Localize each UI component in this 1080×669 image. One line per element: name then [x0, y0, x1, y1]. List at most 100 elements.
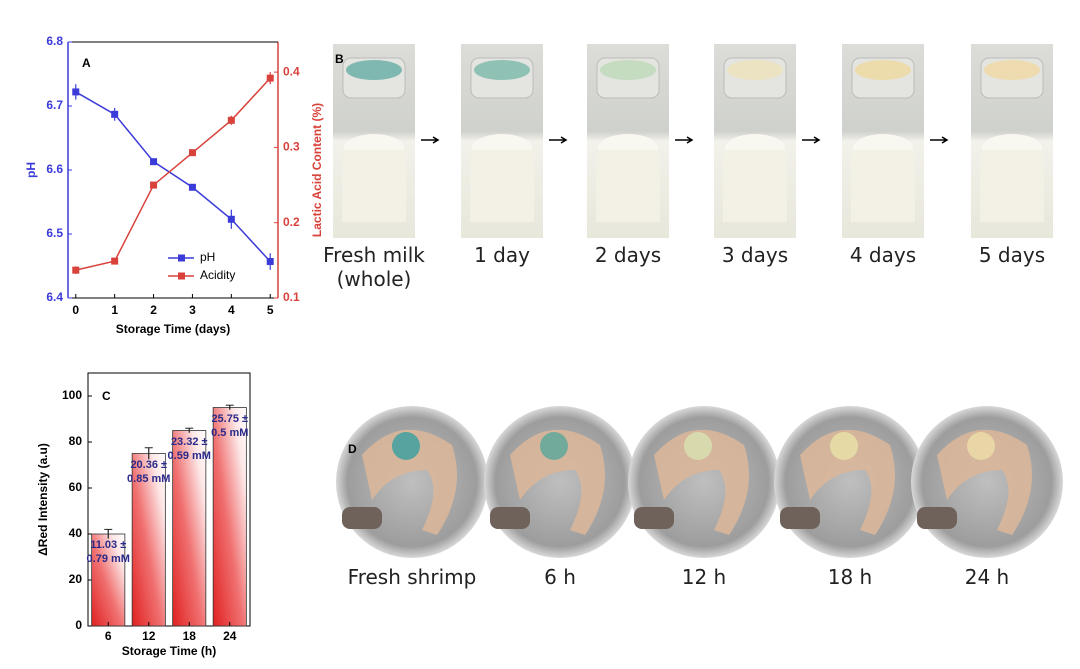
shrimp-tail [780, 507, 820, 529]
series-line [75, 91, 271, 263]
marker [111, 110, 119, 118]
indicator-disc [600, 60, 656, 80]
y-axis-title: ΔRed Intensity (a.u) [36, 443, 50, 556]
value-label: 20.36 ± 0.85 mM [127, 458, 171, 485]
photo-caption: 5 days [978, 243, 1046, 267]
photo-caption: 12 h [681, 565, 727, 589]
milk [342, 150, 406, 222]
indicator-disc [346, 60, 402, 80]
bar [91, 533, 126, 627]
photo-caption: 4 days [849, 243, 917, 267]
legend-marker [178, 254, 185, 262]
x-tick-label: 4 [228, 303, 235, 317]
photo [628, 406, 780, 558]
x-tick-label: 0 [72, 303, 79, 317]
arrow [675, 136, 694, 144]
x-axis-title: Storage Time (h) [122, 644, 216, 658]
marker [266, 258, 274, 266]
y-tick-label: 0 [75, 618, 82, 632]
marker [72, 88, 80, 96]
indicator-disc [474, 60, 530, 80]
marker [266, 74, 274, 82]
y2-tick-label: 0.1 [283, 290, 300, 304]
panel-label: A [82, 56, 91, 70]
photo-caption: 18 h [827, 565, 873, 589]
y-axis-title: pH [24, 162, 38, 178]
indicator-disc [540, 432, 568, 460]
y-tick-label: 6.6 [46, 162, 63, 176]
x-tick-label: 2 [150, 303, 157, 317]
panel-label: B [335, 52, 344, 66]
milk [723, 150, 787, 222]
bar [131, 453, 166, 627]
marker [188, 149, 196, 157]
shrimp [362, 429, 457, 535]
legend-label: pH [200, 250, 215, 264]
marker [188, 183, 196, 191]
y-tick-label: 6.8 [46, 34, 63, 48]
indicator-disc [392, 432, 420, 460]
arrow [802, 136, 821, 144]
milk [596, 150, 660, 222]
photo-caption: 1 day [474, 243, 530, 267]
shrimp [800, 429, 895, 535]
x-tick-label: 5 [267, 303, 274, 317]
y-tick-label: 100 [62, 388, 82, 402]
shrimp-tail [490, 507, 530, 529]
milk [470, 150, 534, 222]
indicator-disc [684, 432, 712, 460]
legend-marker [178, 272, 185, 280]
shrimp-tail [342, 507, 382, 529]
x-tick-label: 24 [223, 629, 237, 643]
milk [851, 150, 915, 222]
x-tick-label: 1 [111, 303, 118, 317]
milk [980, 150, 1044, 222]
indicator-disc [830, 432, 858, 460]
value-label: 11.03 ± 0.79 mM [86, 539, 130, 565]
marker [150, 158, 158, 166]
y-tick-label: 80 [69, 434, 83, 448]
photo [484, 406, 636, 558]
value-label: 23.32 ± 0.59 mM [167, 435, 211, 462]
marker [72, 266, 80, 274]
shrimp-tail [917, 507, 957, 529]
arrow [930, 136, 949, 144]
x-tick-label: 3 [189, 303, 196, 317]
photo [336, 406, 488, 558]
photo-caption: 6 h [544, 565, 576, 589]
x-tick-label: 6 [105, 629, 112, 643]
panel-label: D [348, 442, 357, 456]
photo [911, 406, 1063, 558]
arrow [421, 136, 440, 144]
photo-caption: 2 days [594, 243, 662, 267]
y2-tick-label: 0.2 [283, 215, 300, 229]
y-tick-label: 6.7 [46, 98, 63, 112]
series-line [75, 77, 271, 271]
photo-caption: Fresh milk (whole) [323, 243, 425, 291]
marker [150, 181, 158, 189]
y2-tick-label: 0.3 [283, 140, 300, 154]
indicator-disc [984, 60, 1040, 80]
y-tick-label: 40 [69, 526, 83, 540]
y-tick-label: 20 [69, 572, 83, 586]
x-axis-title: Storage Time (days) [116, 322, 230, 336]
photo-caption: 3 days [721, 243, 789, 267]
marker [227, 116, 235, 124]
bar [212, 407, 247, 627]
photo [774, 406, 926, 558]
indicator-disc [727, 60, 783, 80]
shrimp-tail [634, 507, 674, 529]
indicator-disc [855, 60, 911, 80]
indicator-disc [967, 432, 995, 460]
marker [111, 257, 119, 265]
y-tick-label: 6.5 [46, 226, 63, 240]
photo-caption: 24 h [964, 565, 1010, 589]
y2-tick-label: 0.4 [283, 64, 300, 78]
plot-frame [87, 372, 251, 627]
arrow [549, 136, 568, 144]
value-label: 25.75 ± 0.5 mM [211, 412, 249, 439]
bar [172, 430, 207, 627]
x-tick-label: 12 [142, 629, 156, 643]
